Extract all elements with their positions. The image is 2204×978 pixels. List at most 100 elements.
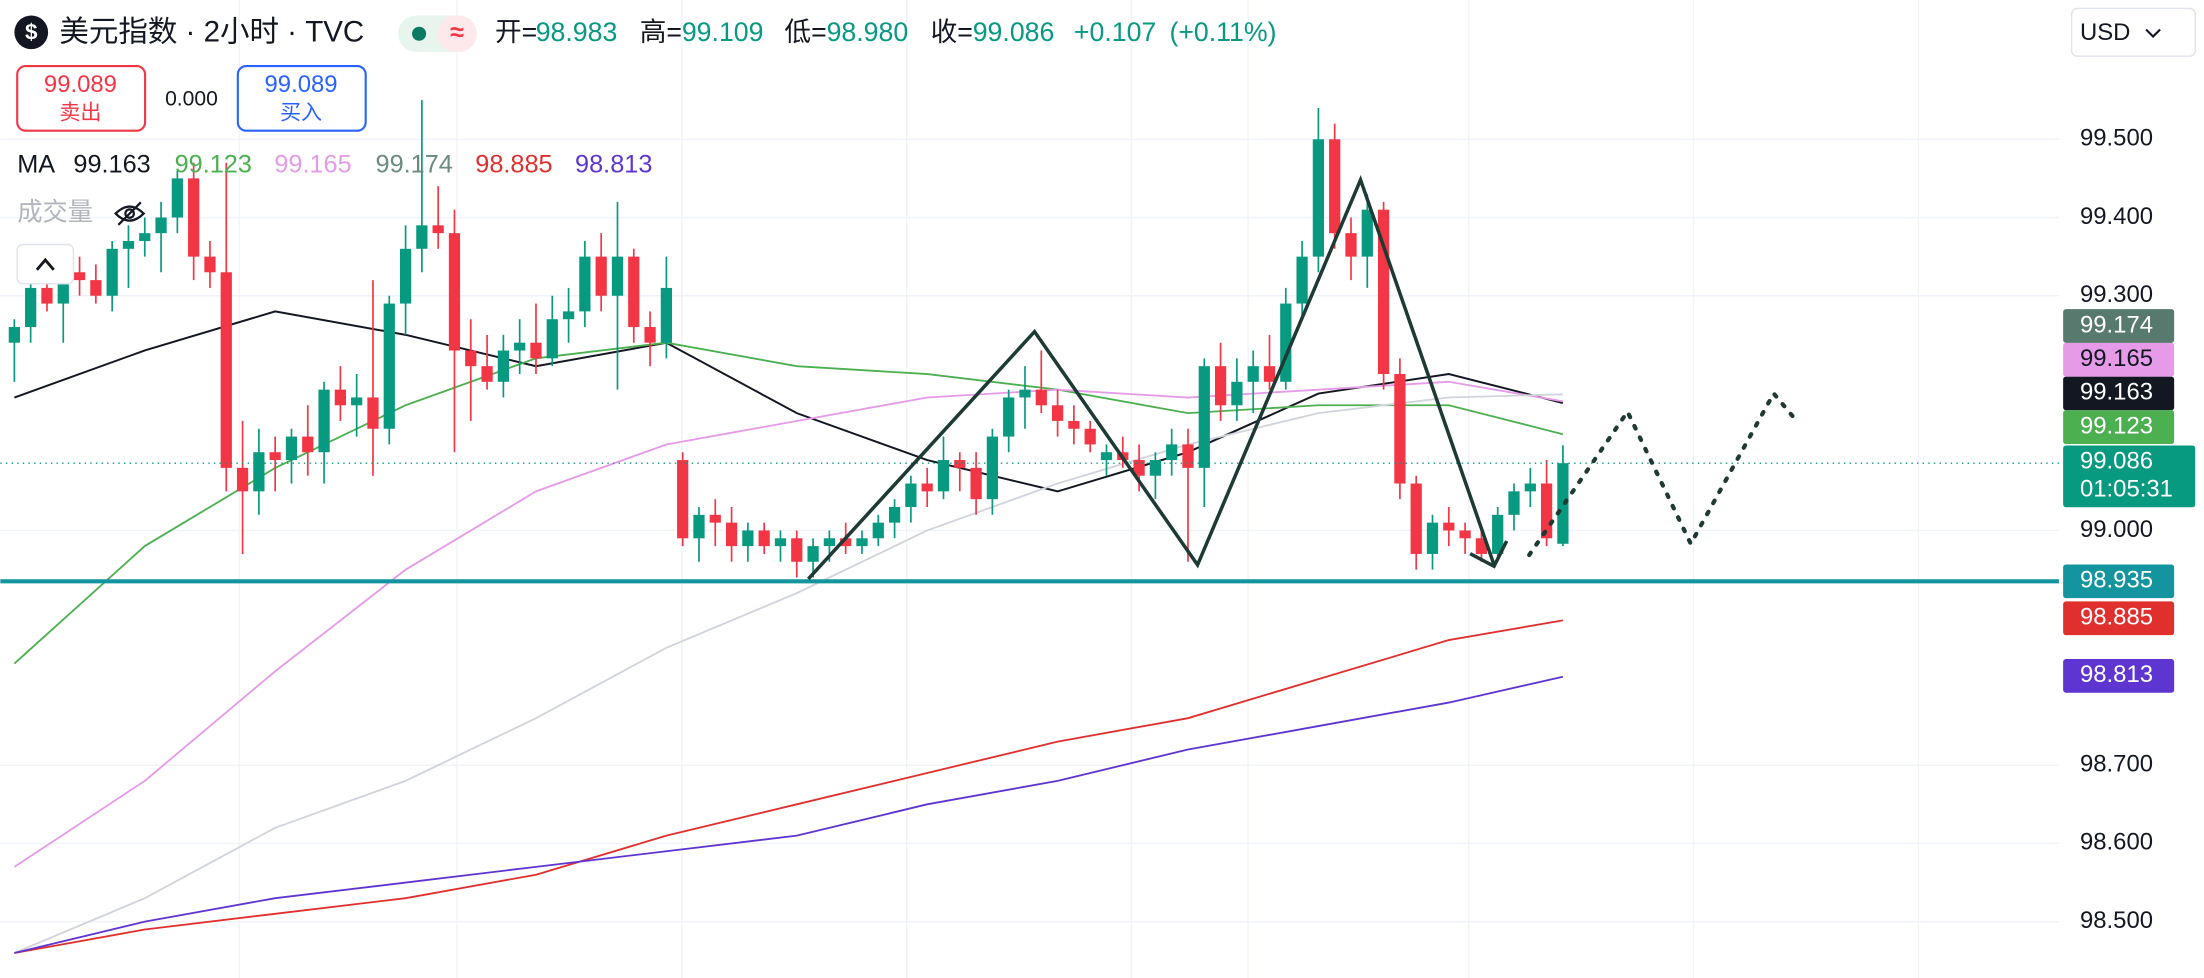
candle-body bbox=[611, 256, 624, 296]
candle-body bbox=[1296, 256, 1308, 304]
candle-body bbox=[921, 483, 933, 492]
candle-body bbox=[367, 397, 379, 429]
sell-button[interactable] bbox=[16, 64, 147, 132]
ohlc-value: 99.086 bbox=[973, 17, 1055, 47]
candle-body bbox=[905, 483, 917, 507]
ma-legend-value: 99.174 bbox=[376, 150, 453, 178]
candle-body bbox=[725, 522, 738, 547]
ma-price-box bbox=[2063, 342, 2175, 377]
sell-price: 99.089 bbox=[44, 71, 117, 98]
ma-legend-value: 98.813 bbox=[575, 150, 652, 178]
symbol-icon-glyph: $ bbox=[25, 20, 38, 45]
candle-body bbox=[970, 467, 982, 500]
candle-body bbox=[1051, 405, 1064, 421]
ma-line bbox=[13, 380, 1564, 868]
level-price-label: 98.935 bbox=[2080, 567, 2153, 594]
buy-price: 99.089 bbox=[265, 71, 338, 98]
collapse-button[interactable] bbox=[16, 243, 75, 285]
spread: 0.000 bbox=[165, 87, 218, 110]
candle-body bbox=[1214, 366, 1227, 406]
status-pill-right bbox=[437, 15, 477, 52]
candle-body bbox=[1166, 444, 1178, 461]
candle-body bbox=[285, 436, 298, 461]
ohlc-value: 98.983 bbox=[536, 17, 618, 47]
candle-body bbox=[937, 460, 950, 492]
candle-body bbox=[840, 538, 852, 547]
candle-body bbox=[1231, 381, 1243, 406]
candle-body bbox=[1492, 514, 1504, 554]
ma-price-box bbox=[2063, 376, 2175, 411]
candle-body bbox=[1361, 209, 1373, 257]
candle-body bbox=[1035, 389, 1047, 406]
candle-body bbox=[1133, 460, 1145, 476]
ma-legend-value: 99.163 bbox=[73, 150, 150, 178]
ma-price-box bbox=[2063, 309, 2175, 343]
candle-body bbox=[220, 272, 232, 468]
symbol-title: 美元指数 · 2小时 · TVC bbox=[59, 16, 364, 49]
candle-body bbox=[25, 287, 37, 328]
ma-price-label: 99.163 bbox=[2080, 379, 2153, 406]
candle-body bbox=[546, 319, 558, 359]
candle-body bbox=[253, 452, 265, 492]
y-tick-label: 98.600 bbox=[2080, 829, 2153, 856]
candle-body bbox=[628, 256, 640, 328]
candle-body bbox=[188, 178, 200, 257]
candle-body bbox=[791, 538, 803, 562]
ma-price-label: 99.165 bbox=[2080, 345, 2153, 372]
market-open-dot bbox=[412, 26, 427, 41]
candle-body bbox=[448, 233, 461, 351]
ma-legend-value: 99.165 bbox=[274, 150, 351, 178]
ma-label: MA bbox=[17, 150, 55, 178]
candle-body bbox=[236, 467, 249, 492]
change-percent: (+0.11%) bbox=[1169, 17, 1276, 47]
candle-body bbox=[986, 436, 999, 500]
candle-body bbox=[644, 327, 656, 343]
candle-body bbox=[1524, 483, 1536, 492]
candle-body bbox=[514, 342, 526, 351]
candle-body bbox=[334, 389, 346, 406]
symbol-icon bbox=[14, 15, 49, 50]
ma-price-label: 99.123 bbox=[2080, 412, 2153, 439]
candle-body bbox=[416, 225, 428, 249]
ma-line bbox=[14, 675, 1564, 954]
ma-line bbox=[14, 393, 1563, 954]
candle-body bbox=[693, 514, 705, 539]
candle-body bbox=[1182, 444, 1194, 468]
candle-body bbox=[758, 530, 770, 547]
candle-body bbox=[742, 530, 754, 547]
candle-body bbox=[1149, 460, 1162, 476]
eye-icon[interactable] bbox=[113, 201, 146, 226]
y-tick-label: 99.500 bbox=[2080, 125, 2153, 152]
change: +0.107 bbox=[1074, 17, 1156, 47]
sell-label: 卖出 bbox=[59, 100, 101, 124]
candle-body bbox=[351, 397, 363, 406]
projection-drawing bbox=[1527, 389, 1797, 558]
candle-body bbox=[1540, 483, 1553, 539]
currency-select[interactable] bbox=[2070, 7, 2196, 57]
delayed-icon: ≈ bbox=[450, 18, 464, 46]
y-tick-label: 98.500 bbox=[2080, 907, 2153, 934]
candle-body bbox=[1247, 366, 1259, 382]
ohlc-label: 开= bbox=[495, 17, 537, 47]
y-tick-label: 99.400 bbox=[2080, 203, 2153, 230]
candle-body bbox=[57, 272, 69, 304]
ma-price-box bbox=[2063, 410, 2175, 445]
candle-body bbox=[1443, 522, 1455, 531]
candle-body bbox=[1410, 483, 1422, 554]
last-price-label: 99.086 bbox=[2080, 448, 2153, 475]
candle-body bbox=[1557, 463, 1569, 544]
candle-body bbox=[1100, 452, 1113, 461]
candle-body bbox=[465, 350, 477, 367]
buy-button[interactable] bbox=[236, 64, 367, 132]
ohlc-label: 收= bbox=[931, 17, 973, 47]
ma-price-label: 98.813 bbox=[2080, 661, 2153, 688]
candle-body bbox=[1426, 522, 1439, 554]
candle-body bbox=[269, 452, 281, 461]
candle-body bbox=[774, 538, 787, 547]
candle-body bbox=[171, 178, 183, 218]
candle-body bbox=[807, 546, 819, 562]
candle-body bbox=[383, 303, 395, 429]
currency: USD bbox=[2080, 19, 2130, 46]
